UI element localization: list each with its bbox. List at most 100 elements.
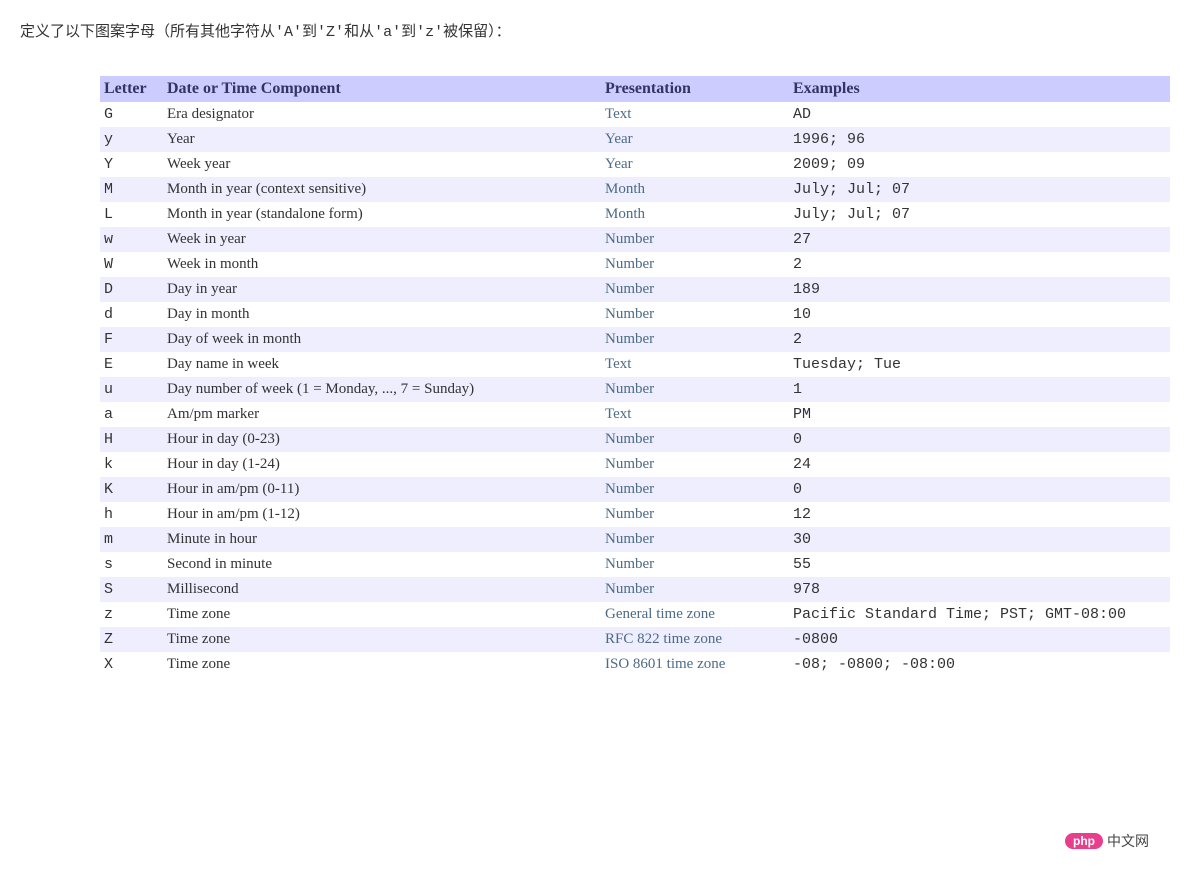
presentation-link[interactable]: Month [605,181,645,197]
cell-letter: S [100,577,163,602]
cell-letter: W [100,252,163,277]
cell-examples: 0 [789,477,1170,502]
presentation-link[interactable]: Text [605,106,631,122]
table-row: KHour in am/pm (0-11)Number0 [100,477,1170,502]
cell-letter: E [100,352,163,377]
cell-presentation: Number [601,302,789,327]
presentation-link[interactable]: Number [605,431,654,447]
cell-examples: 2009; 09 [789,152,1170,177]
table-row: XTime zoneISO 8601 time zone-08; -0800; … [100,652,1170,677]
table-row: GEra designatorTextAD [100,102,1170,127]
cell-presentation: Month [601,202,789,227]
presentation-link[interactable]: Text [605,356,631,372]
table-row: HHour in day (0-23)Number0 [100,427,1170,452]
cell-examples: 55 [789,552,1170,577]
intro-prefix: 定义了以下图案字母（所有其他字符从 [20,23,275,40]
presentation-link[interactable]: Number [605,231,654,247]
pattern-letters-table: Letter Date or Time Component Presentati… [100,76,1170,677]
presentation-link[interactable]: Number [605,481,654,497]
presentation-link[interactable]: Number [605,531,654,547]
table-row: yYearYear1996; 96 [100,127,1170,152]
cell-presentation: ISO 8601 time zone [601,652,789,677]
presentation-link[interactable]: Number [605,256,654,272]
table-row: kHour in day (1-24)Number24 [100,452,1170,477]
intro-code-4: 'z' [416,24,443,41]
cell-presentation: Text [601,102,789,127]
table-header-row: Letter Date or Time Component Presentati… [100,76,1170,102]
table-row: aAm/pm markerTextPM [100,402,1170,427]
cell-examples: 2 [789,327,1170,352]
pattern-table-wrap: Letter Date or Time Component Presentati… [100,76,1170,677]
presentation-link[interactable]: Number [605,381,654,397]
cell-letter: h [100,502,163,527]
presentation-link[interactable]: Number [605,581,654,597]
presentation-link[interactable]: Year [605,156,633,172]
header-examples: Examples [789,76,1170,102]
header-presentation: Presentation [601,76,789,102]
cell-presentation: Number [601,452,789,477]
presentation-link[interactable]: Number [605,331,654,347]
table-row: WWeek in monthNumber2 [100,252,1170,277]
cell-component: Era designator [163,102,601,127]
presentation-link[interactable]: Year [605,131,633,147]
cell-letter: u [100,377,163,402]
watermark-text: 中文网 [1107,831,1149,851]
cell-letter: m [100,527,163,552]
intro-code-1: 'A' [275,24,302,41]
cell-component: Week in year [163,227,601,252]
cell-component: Day name in week [163,352,601,377]
cell-letter: L [100,202,163,227]
presentation-link[interactable]: Number [605,556,654,572]
table-body: GEra designatorTextADyYearYear1996; 96YW… [100,102,1170,677]
presentation-link[interactable]: Text [605,406,631,422]
watermark: php 中文网 [1065,831,1149,851]
cell-component: Second in minute [163,552,601,577]
cell-examples: July; Jul; 07 [789,177,1170,202]
presentation-link[interactable]: Number [605,281,654,297]
cell-examples: 12 [789,502,1170,527]
cell-presentation: Number [601,277,789,302]
cell-presentation: Number [601,477,789,502]
table-row: zTime zoneGeneral time zonePacific Stand… [100,602,1170,627]
cell-letter: Y [100,152,163,177]
cell-component: Minute in hour [163,527,601,552]
cell-component: Time zone [163,652,601,677]
cell-component: Day in month [163,302,601,327]
table-row: SMillisecondNumber978 [100,577,1170,602]
cell-examples: 189 [789,277,1170,302]
cell-presentation: General time zone [601,602,789,627]
header-component: Date or Time Component [163,76,601,102]
intro-code-3: 'a' [374,24,401,41]
presentation-link[interactable]: ISO 8601 time zone [605,656,725,672]
intro-mid-2: 和从 [344,23,374,40]
cell-component: Day in year [163,277,601,302]
presentation-link[interactable]: General time zone [605,606,715,622]
presentation-link[interactable]: Number [605,306,654,322]
cell-examples: 1 [789,377,1170,402]
cell-component: Week year [163,152,601,177]
presentation-link[interactable]: Month [605,206,645,222]
presentation-link[interactable]: Number [605,456,654,472]
presentation-link[interactable]: RFC 822 time zone [605,631,722,647]
cell-examples: AD [789,102,1170,127]
cell-letter: H [100,427,163,452]
cell-letter: d [100,302,163,327]
cell-presentation: Number [601,377,789,402]
cell-letter: s [100,552,163,577]
cell-letter: w [100,227,163,252]
table-row: hHour in am/pm (1-12)Number12 [100,502,1170,527]
cell-examples: 27 [789,227,1170,252]
cell-component: Time zone [163,602,601,627]
cell-presentation: Number [601,527,789,552]
intro-code-2: 'Z' [317,24,344,41]
cell-letter: F [100,327,163,352]
cell-examples: 1996; 96 [789,127,1170,152]
cell-component: Am/pm marker [163,402,601,427]
intro-text: 定义了以下图案字母（所有其他字符从'A'到'Z'和从'a'到'z'被保留）： [20,20,1159,41]
cell-examples: 978 [789,577,1170,602]
cell-letter: k [100,452,163,477]
intro-mid-3: 到 [401,23,416,40]
table-row: LMonth in year (standalone form)MonthJul… [100,202,1170,227]
cell-presentation: Text [601,352,789,377]
presentation-link[interactable]: Number [605,506,654,522]
